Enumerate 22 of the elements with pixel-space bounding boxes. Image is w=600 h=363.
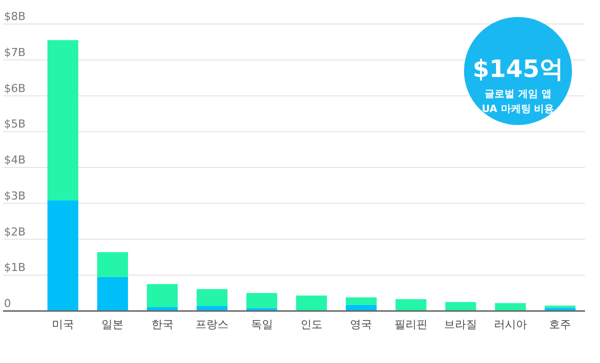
y-tick-label: $6B [4,82,26,95]
y-tick-label: $8B [4,10,26,23]
y-tick-label: $3B [4,189,26,202]
x-tick-label: 독일 [250,318,273,331]
y-tick-label: $5B [4,118,26,131]
y-tick-label: $7B [4,46,26,59]
annotation: 글로벌 게임 앱 UA 마케팅 비용 [482,89,554,115]
x-tick-label: 러시아 [494,318,527,331]
x-tick-label: 미국 [52,318,74,331]
x-tick-label: 일본 [102,318,124,331]
x-tick-label: 인도 [300,318,322,331]
annotation: $145억 [472,55,564,83]
y-tick-label: 0 [4,297,11,310]
y-tick-label: $2B [4,225,26,238]
x-tick-label: 호주 [549,318,572,331]
y-tick-label: $4B [4,154,26,166]
x-tick-label: 브라질 [444,318,478,331]
x-tick-label: 프랑스 [196,318,229,331]
x-tick-label: 한국 [151,318,174,331]
y-tick-label: $1B [4,261,26,274]
x-tick-label: 필리핀 [394,318,428,331]
x-tick-label: 영국 [350,318,372,331]
